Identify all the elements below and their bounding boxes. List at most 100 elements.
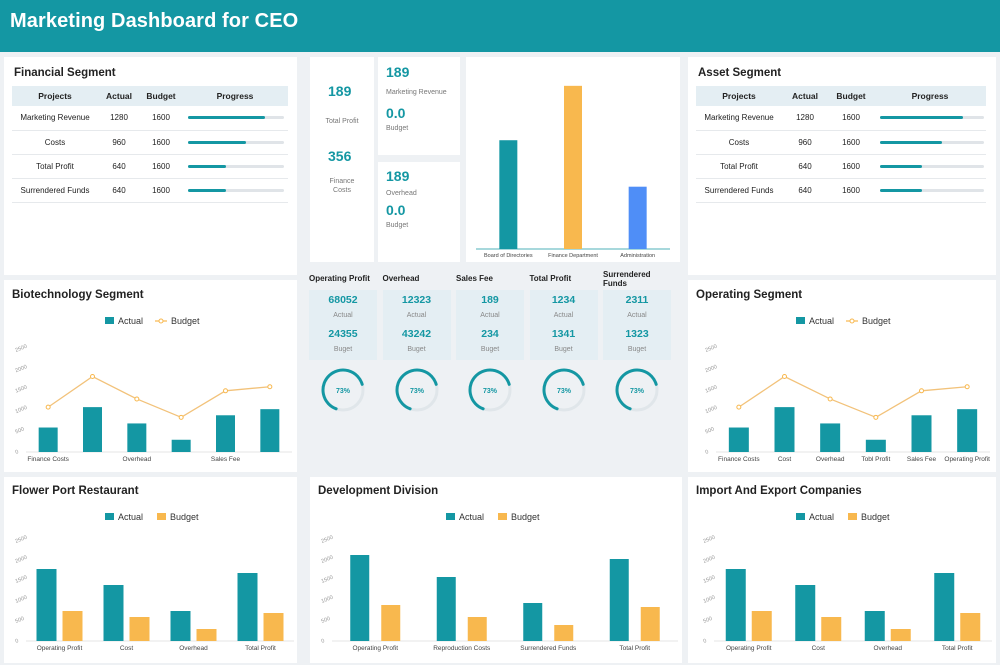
y-tick-label: 1000 <box>15 405 29 415</box>
overhead-label: Overhead <box>386 190 417 197</box>
actual-cell: 1280 <box>98 106 140 131</box>
asset-segment-title: Asset Segment <box>698 67 782 79</box>
metric-gauge: 73% <box>468 368 512 412</box>
development-title: Development Division <box>318 485 439 497</box>
asset-table: Projects Actual Budget Progress Marketin… <box>696 86 986 203</box>
x-tick-label: Sales Fee <box>907 456 937 463</box>
project-cell: Marketing Revenue <box>12 106 98 131</box>
metric-name: Total Profit <box>529 274 572 283</box>
metric-column: Sales Fee 189 Actual 234 Buget 73% <box>456 268 524 472</box>
header-bar: Marketing Dashboard for CEO <box>0 0 1000 52</box>
col-projects: Projects <box>12 86 98 106</box>
budget-cell: 1600 <box>828 154 874 179</box>
budget-cell: 1600 <box>140 130 182 155</box>
gauge-arc <box>468 368 511 411</box>
bar-budget <box>129 617 150 641</box>
legend-swatch-actual <box>105 513 114 520</box>
y-tick-label: 2500 <box>15 535 29 545</box>
bar-actual <box>728 427 749 452</box>
y-tick-label: 2500 <box>705 344 719 354</box>
legend-label-budget: Budget <box>170 512 199 522</box>
x-tick-label: Overhead <box>873 645 902 652</box>
operating-chart: Actual Budget 0 500 1000 1500 2000 2500 Finance … <box>705 316 991 463</box>
bar-budget <box>890 629 911 641</box>
metric-actual-value: 68052 <box>328 294 358 306</box>
flower-port-title: Flower Port Restaurant <box>12 485 139 497</box>
metric-gauge: 73% <box>395 368 438 412</box>
metric-budget-value: 234 <box>481 328 499 340</box>
legend-label-actual: Actual <box>118 316 143 326</box>
development-chart: Actual Budget 0 500 1000 1500 2000 2500 Operatin… <box>321 512 678 652</box>
metric-gauge: 73% <box>542 368 585 412</box>
development-panel: Development Division Actual Budget 0 500 100… <box>310 477 682 663</box>
budget-line <box>738 375 968 419</box>
y-tick-label: 2500 <box>703 535 717 545</box>
finance-costs-value: 356 <box>328 148 352 164</box>
y-tick-label: 500 <box>15 616 26 625</box>
x-tick-label: Operating Profit <box>352 645 398 652</box>
bar-budget <box>960 613 981 641</box>
budget-line <box>47 375 270 419</box>
progress-fill <box>880 188 922 192</box>
progress-bar <box>880 188 984 192</box>
x-tick-label: Finance Costs <box>718 456 760 463</box>
bar-actual <box>216 415 235 452</box>
metrics-panel: Operating Profit 68052 Actual 24355 Buget 73%… <box>305 266 683 472</box>
progress-cell <box>874 178 986 203</box>
bar-budget <box>196 629 217 641</box>
col-actual: Actual <box>782 86 828 106</box>
project-cell: Total Profit <box>12 154 98 179</box>
project-cell: Surrendered Funds <box>696 178 782 203</box>
col-budget: Budget <box>140 86 182 106</box>
col-progress: Progress <box>182 86 288 106</box>
gauge-label: 73% <box>556 388 571 395</box>
legend-label-budget: Budget <box>861 512 890 522</box>
bar-actual <box>609 559 629 641</box>
gauge-arc <box>395 368 438 411</box>
biotechnology-panel: Biotechnology Segment Actual Budget 0 500 10… <box>4 280 297 472</box>
metric-gauge: 73% <box>321 368 365 412</box>
bar-budget <box>381 605 401 641</box>
import-export-panel: Import And Export Companies Actual Budget… <box>688 477 996 663</box>
bar-actual <box>820 423 841 452</box>
bar-actual <box>436 577 456 641</box>
metric-name: Sales Fee <box>456 274 493 283</box>
bar-budget <box>640 607 660 641</box>
table-row: Marketing Revenue 1280 1600 <box>12 106 288 131</box>
progress-bar <box>880 164 984 168</box>
x-tick-label: Sales Fee <box>211 456 241 463</box>
metric-actual-cell: 1234 Actual <box>529 290 598 326</box>
x-tick-label: Operating Profit <box>726 645 772 652</box>
marketing-budget-label: Budget <box>386 125 409 132</box>
bar-actual <box>725 569 746 641</box>
legend-swatch-actual <box>105 317 114 324</box>
legend-swatch-budget <box>498 513 507 520</box>
bar-budget <box>751 611 772 641</box>
progress-cell <box>874 154 986 179</box>
metric-column: Operating Profit 68052 Actual 24355 Buget 73% <box>309 268 377 472</box>
gauge-arc <box>321 368 364 411</box>
x-tick-label: Operating Profit <box>37 645 83 652</box>
metric-budget-cell: 234 Buget <box>456 326 524 360</box>
y-tick-label: 0 <box>15 449 20 456</box>
budget-cell: 1600 <box>828 178 874 203</box>
legend-label-actual: Actual <box>809 512 834 522</box>
metric-gauge: 73% <box>615 368 659 412</box>
budget-point <box>919 388 924 394</box>
x-tick-label: Cost <box>778 456 792 463</box>
y-tick-label: 2000 <box>15 555 29 565</box>
legend-label-actual: Actual <box>809 316 834 326</box>
metric-budget-cell: 1341 Buget <box>529 326 598 360</box>
project-cell: Marketing Revenue <box>696 106 782 131</box>
x-tick-label: Board of Directories <box>484 253 533 259</box>
legend-label-budget: Budget <box>511 512 540 522</box>
progress-fill <box>188 116 265 120</box>
budget-point <box>736 404 742 410</box>
budget-cell: 1600 <box>828 106 874 131</box>
financial-segment-title: Financial Segment <box>14 67 116 79</box>
financial-table: Projects Actual Budget Progress Marketin… <box>12 86 288 203</box>
budget-cell: 1600 <box>140 106 182 131</box>
progress-bar <box>188 164 284 168</box>
y-tick-label: 500 <box>15 426 26 435</box>
budget-point <box>90 374 95 380</box>
